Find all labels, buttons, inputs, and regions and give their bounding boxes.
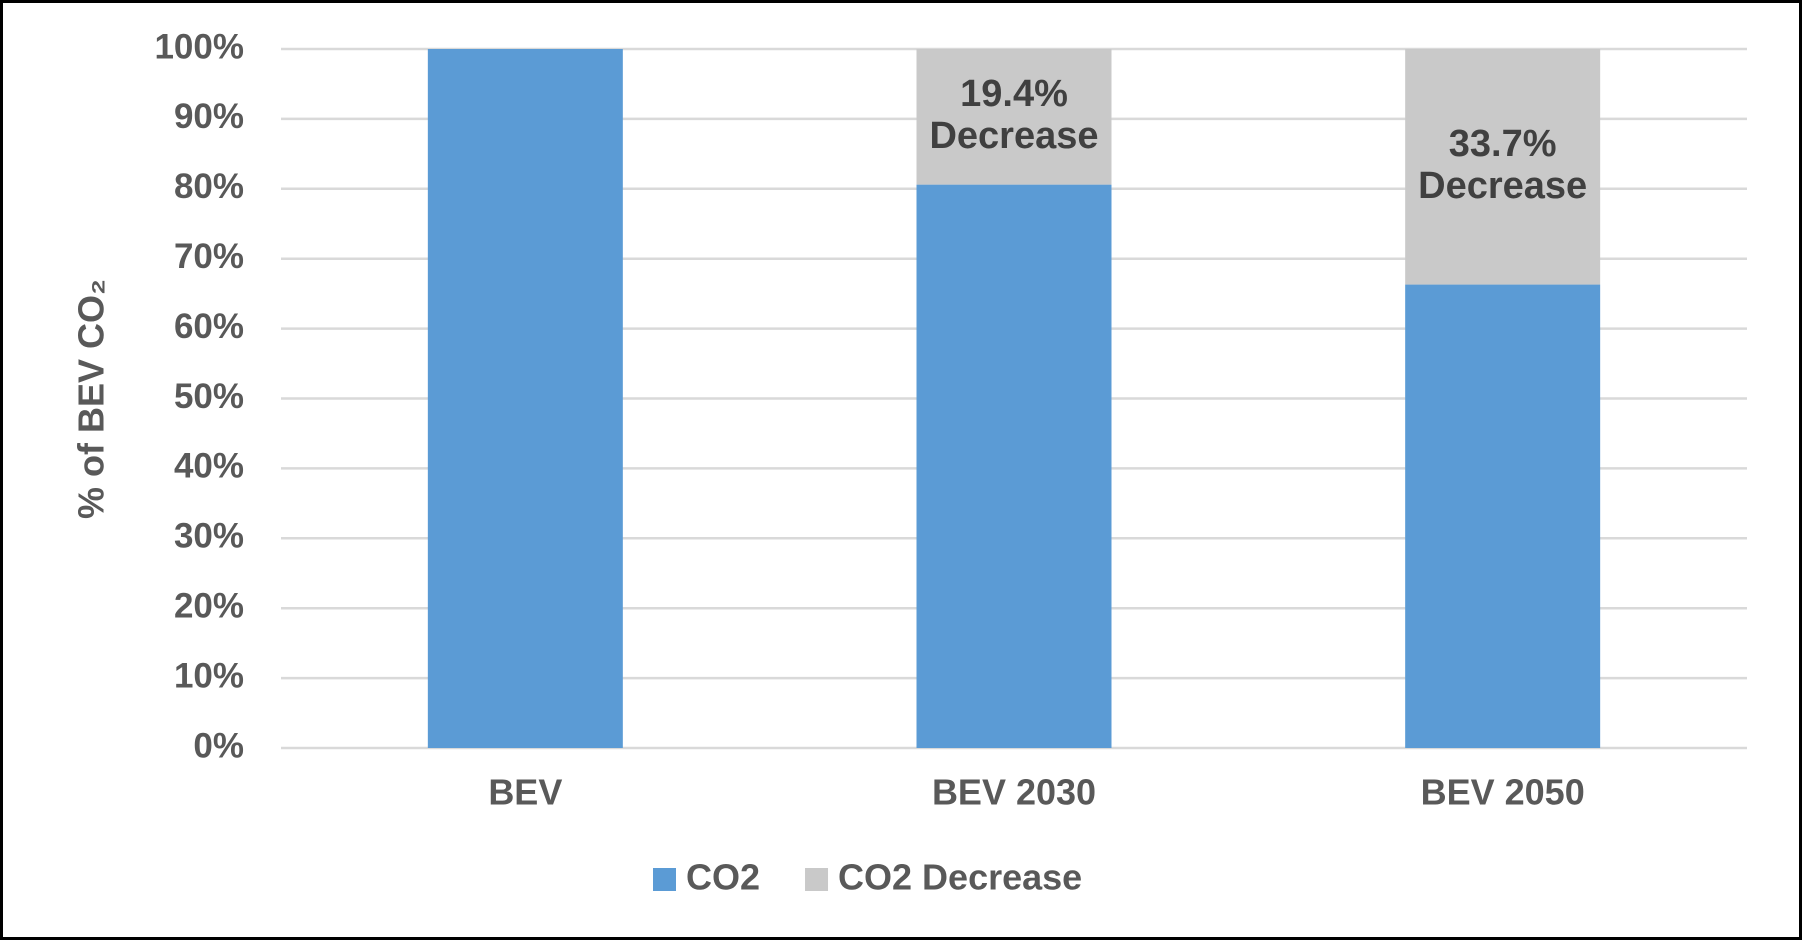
bar-segment	[427, 49, 623, 748]
bar-segment	[1405, 284, 1601, 748]
y-tick-label: 50%	[174, 377, 244, 416]
data-label: 19.4%	[960, 73, 1068, 115]
y-tick-label: 30%	[174, 517, 244, 556]
y-tick-label: 20%	[174, 586, 244, 625]
legend-label: CO2 Decrease	[838, 857, 1082, 898]
bar-segment	[916, 184, 1112, 748]
y-tick-label: 90%	[174, 97, 244, 136]
bar-segment	[1405, 49, 1601, 285]
data-label: 33.7%	[1449, 123, 1557, 165]
x-tick-label: BEV 2050	[1421, 772, 1585, 813]
y-tick-label: 0%	[193, 726, 244, 765]
x-tick-label: BEV 2030	[932, 772, 1096, 813]
y-tick-label: 100%	[154, 27, 244, 66]
y-tick-label: 40%	[174, 447, 244, 486]
x-tick-label: BEV	[488, 772, 562, 813]
y-tick-label: 70%	[174, 237, 244, 276]
y-tick-label: 10%	[174, 656, 244, 695]
y-tick-label: 80%	[174, 167, 244, 206]
data-label: Decrease	[929, 115, 1098, 157]
y-tick-label: 60%	[174, 307, 244, 346]
legend-swatch	[653, 868, 676, 891]
legend-swatch	[805, 868, 829, 891]
y-axis-title: % of BEV CO₂	[71, 279, 112, 519]
bar-segment	[916, 49, 1112, 185]
data-label: Decrease	[1418, 165, 1587, 207]
legend-label: CO2	[686, 857, 760, 898]
